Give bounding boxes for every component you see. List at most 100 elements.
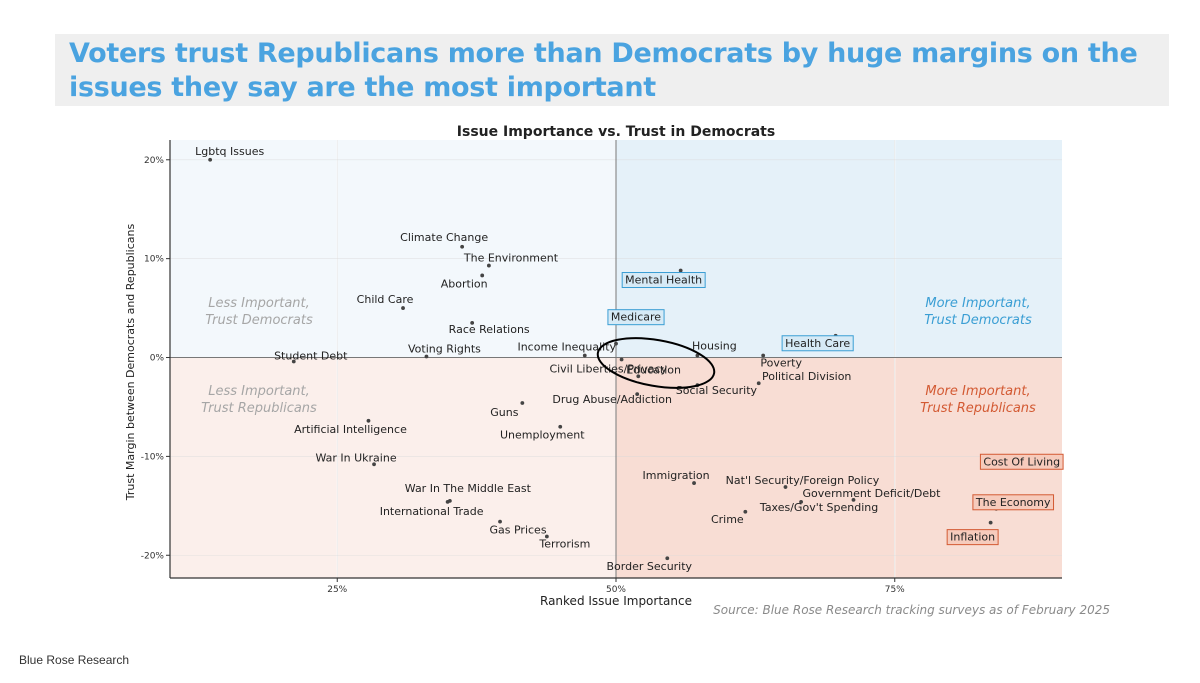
quadrant-less-rep [170,357,616,578]
point-war-in-ukraine [372,462,376,467]
quadrant-label-bottom-left: Trust Republicans [201,401,317,416]
point-gas-prices [498,519,502,524]
education-highlight-circle [596,337,716,389]
label-social-security: Social Security [676,384,758,397]
point-terrorism [544,534,549,539]
point-the-environment [486,263,491,268]
point-civil-liberties-privacy [636,374,641,379]
label-political-division: Political Division [762,370,851,383]
point-student-debt [291,359,296,364]
label-terrorism: Terrorism [538,537,590,550]
label-drug-abuse-addiction: Drug Abuse/Addiction [552,393,672,406]
point-border-security [665,556,670,561]
label-international-trade: International Trade [380,505,484,518]
point-international-trade [445,499,450,504]
quadrant-label-top-right: More Important, [925,296,1030,311]
quadrant-less-dem [170,140,616,358]
label-lgbtq-issues: Lgbtq Issues [195,145,264,158]
y-axis-label: Trust Margin between Democrats and Repub… [124,224,137,502]
point-government-deficit-debt [851,497,856,502]
y-tick-label: 20% [144,156,164,166]
y-tick-label: -10% [141,452,165,462]
point-crime [743,509,748,514]
point-taxes-gov-t-spending [799,499,803,504]
quadrant-label-top-right: Trust Democrats [924,313,1032,328]
point-guns [520,401,525,405]
label-climate-change: Climate Change [400,231,488,244]
label-housing: Housing [692,340,737,353]
label-medicare: Medicare [611,311,661,324]
y-tick-label: 10% [144,255,164,265]
chart-title: Issue Importance vs. Trust in Democrats [457,124,775,140]
label-unemployment: Unemployment [500,429,585,442]
label-poverty: Poverty [760,357,802,370]
quadrant-label-bottom-right: More Important, [925,384,1030,399]
label-government-deficit-debt: Government Deficit/Debt [803,487,942,500]
x-tick-label: 75% [885,585,905,595]
label-war-in-the-middle-east: War In The Middle East [405,482,532,495]
point-mental-health [678,268,683,273]
label-child-care: Child Care [357,293,414,306]
label-gas-prices: Gas Prices [490,524,547,537]
x-tick-label: 25% [327,585,347,595]
point-abortion [480,273,485,278]
source-note: Source: Blue Rose Research tracking surv… [713,603,1110,617]
point-housing [695,353,700,358]
y-tick-label: -20% [141,551,165,561]
label-education: Education [626,363,681,376]
label-race-relations: Race Relations [449,323,530,336]
label-border-security: Border Security [607,560,693,573]
point-voting-rights [424,354,429,359]
y-tick-label: 0% [150,354,165,364]
label-box-inflation [946,529,999,546]
label-voting-rights: Voting Rights [408,343,481,356]
label-health-care: Health Care [785,337,850,350]
point-child-care [401,306,405,310]
headline-text: Voters trust Republicans more than Democ… [69,38,1138,103]
quadrant-label-top-left: Less Important, [208,296,310,311]
label-taxes-gov-t-spending: Taxes/Gov't Spending [759,501,878,514]
label-cost-of-living: Cost Of Living [983,455,1060,468]
label-box-cost-of-living [979,453,1064,470]
point-political-division [756,381,761,386]
label-artificial-intelligence: Artificial Intelligence [294,423,407,436]
point-immigration [692,481,696,485]
label-box-mental-health [621,272,706,289]
point-drug-abuse-addiction [635,392,640,396]
label-the-environment: The Environment [463,252,559,265]
label-war-in-ukraine: War In Ukraine [315,451,396,464]
quadrant-label-top-left: Trust Democrats [205,313,313,328]
label-nat-l-security-foreign-policy: Nat'l Security/Foreign Policy [726,474,880,487]
point-climate-change [460,244,465,249]
point-inflation [988,520,993,525]
label-inflation: Inflation [950,531,995,544]
label-mental-health: Mental Health [625,274,702,287]
label-box-the-economy [972,494,1055,511]
headline-banner: Voters trust Republicans more than Democ… [55,34,1169,106]
point-medicare [614,341,618,346]
label-abortion: Abortion [441,277,488,290]
label-guns: Guns [490,406,518,419]
point-income-inequality [582,353,587,358]
label-immigration: Immigration [643,469,710,482]
point-artificial-intelligence [366,418,371,423]
point-poverty [761,353,766,358]
quadrant-more-dem [616,140,1062,358]
label-crime: Crime [711,513,744,526]
point-nat-l-security-foreign-policy [783,485,788,489]
label-the-economy: The Economy [975,496,1051,509]
quadrant-label-bottom-right: Trust Republicans [920,401,1036,416]
label-student-debt: Student Debt [274,349,348,362]
point-lgbtq-issues [208,157,213,162]
label-box-health-care [781,335,854,352]
label-income-inequality: Income Inequality [517,341,616,354]
point-unemployment [558,424,563,429]
x-axis-label: Ranked Issue Importance [540,594,692,608]
point-race-relations [470,321,475,325]
x-tick-label: 50% [606,585,626,595]
point-education [619,357,624,362]
quadrant-label-bottom-left: Less Important, [208,384,310,399]
label-box-medicare [607,309,665,326]
footer-brand: Blue Rose Research [19,653,130,667]
